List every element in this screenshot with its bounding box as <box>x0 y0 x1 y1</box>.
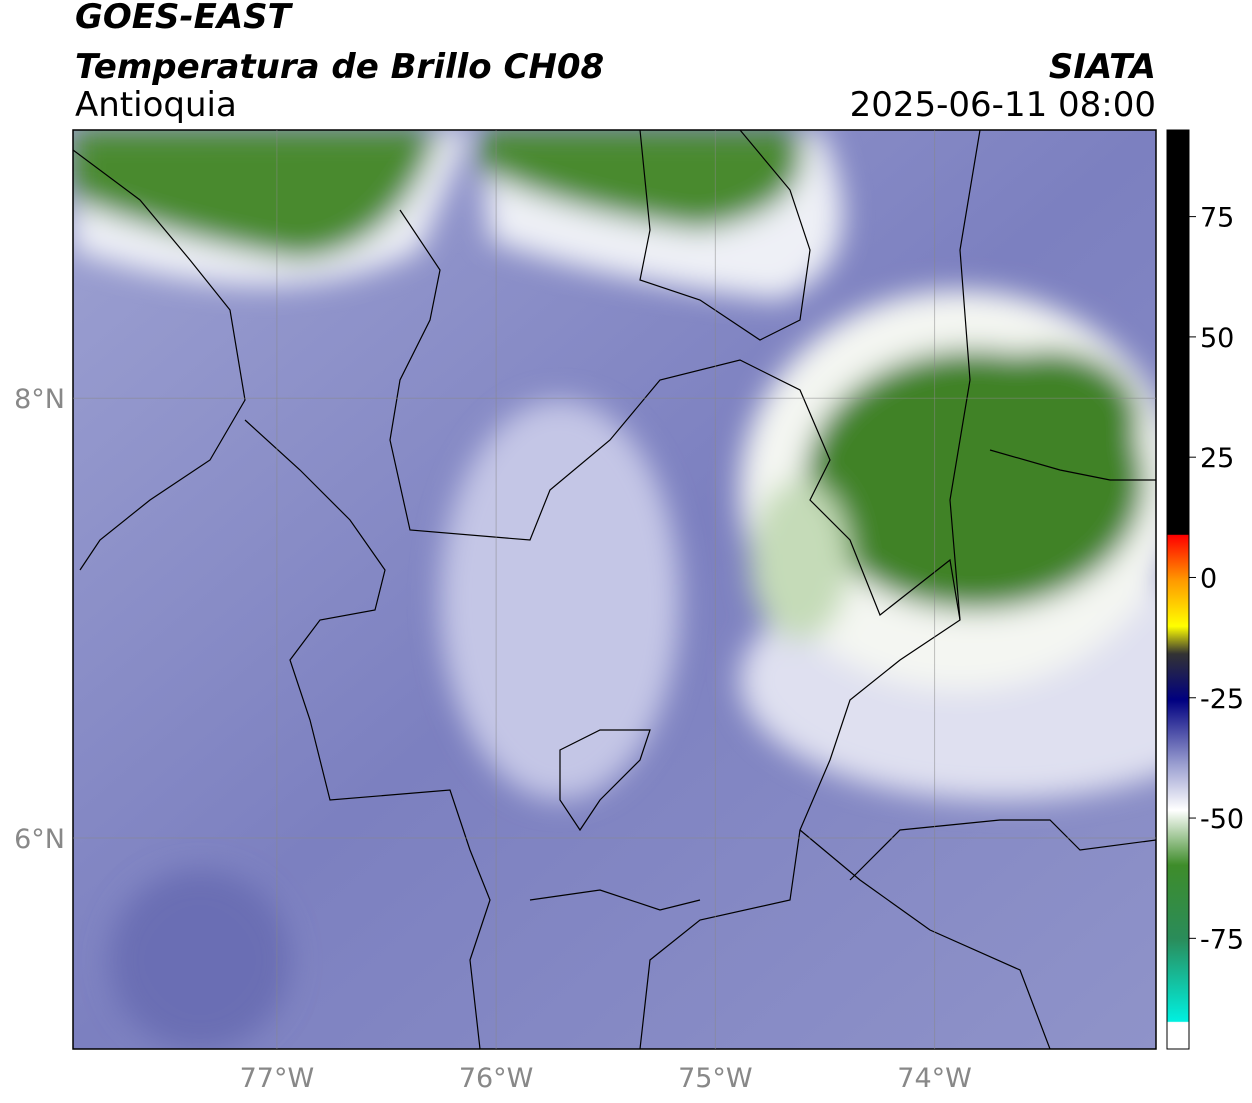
map-frame <box>72 129 1157 1050</box>
source: SIATA <box>1049 47 1156 87</box>
datetime: 2025-06-11 08:00 <box>850 85 1156 125</box>
region: Antioquia <box>75 85 237 125</box>
colorbar-tick-label: 75 <box>1200 203 1234 234</box>
colorbar-tick-label: 50 <box>1200 323 1234 354</box>
x-tick-label: 75°W <box>678 1063 753 1094</box>
colorbar <box>1166 129 1190 1050</box>
colorbar-tick-label: 0 <box>1200 563 1217 594</box>
map-image <box>73 130 1156 1049</box>
title: GOES-EAST <box>75 0 294 37</box>
y-tick-label: 6°N <box>14 824 65 855</box>
subtitle: Temperatura de Brillo CH08 <box>75 47 604 87</box>
x-tick-label: 74°W <box>897 1063 972 1094</box>
colorbar-tick-label: -75 <box>1200 924 1244 955</box>
colorbar-tick-label: 25 <box>1200 443 1234 474</box>
y-tick-label: 8°N <box>14 384 65 415</box>
colorbar-tick-label: -50 <box>1200 804 1244 835</box>
colorbar-tick-label: -25 <box>1200 684 1244 715</box>
x-tick-label: 76°W <box>459 1063 534 1094</box>
x-tick-label: 77°W <box>240 1063 315 1094</box>
